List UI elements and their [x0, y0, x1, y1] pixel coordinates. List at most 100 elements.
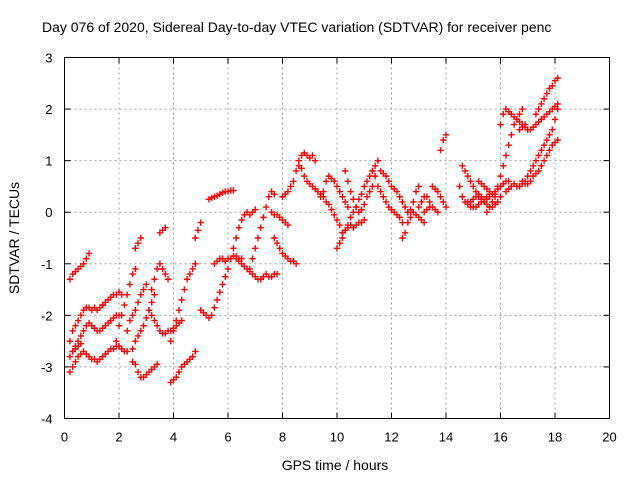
data-point	[371, 172, 379, 180]
data-point	[83, 255, 90, 262]
y-tick-label: -1	[41, 257, 53, 272]
data-point	[72, 322, 79, 329]
data-point	[222, 273, 229, 280]
data-point	[164, 276, 172, 283]
data-point	[385, 178, 392, 185]
data-point	[543, 90, 551, 97]
data-point	[80, 327, 87, 335]
data-point	[134, 299, 142, 306]
y-tick-label: 2	[45, 102, 52, 117]
data-point	[72, 358, 79, 365]
data-point	[459, 162, 466, 169]
data-point	[74, 317, 82, 324]
data-point	[366, 188, 373, 195]
series-tr06	[66, 340, 85, 360]
data-point	[132, 361, 139, 368]
data-point	[527, 167, 534, 175]
data-point	[230, 245, 237, 252]
data-point	[401, 229, 409, 237]
data-point	[126, 317, 134, 324]
series-tr16	[167, 348, 199, 386]
series-tr12	[132, 234, 144, 252]
x-tick-label: 20	[602, 430, 616, 445]
data-point	[352, 203, 360, 211]
data-point	[123, 348, 131, 355]
data-point	[549, 126, 556, 133]
data-point	[230, 187, 237, 194]
data-point	[516, 111, 523, 118]
y-tick-label: -4	[41, 412, 53, 427]
data-point	[538, 147, 545, 154]
data-point	[382, 198, 390, 206]
data-point	[371, 162, 379, 169]
data-point	[358, 190, 365, 198]
data-point	[540, 95, 548, 102]
data-point	[254, 234, 262, 242]
data-point	[538, 100, 545, 108]
data-point	[461, 167, 469, 175]
data-point	[77, 340, 85, 347]
data-point	[470, 183, 477, 190]
data-point	[66, 353, 74, 360]
y-tick-label: 0	[45, 205, 52, 220]
data-point	[415, 183, 422, 190]
series-tr10	[129, 358, 161, 381]
data-point	[123, 327, 131, 335]
data-point	[322, 178, 330, 185]
data-point	[434, 188, 442, 195]
data-point	[143, 314, 150, 322]
data-point	[287, 183, 294, 190]
data-point	[123, 291, 131, 298]
series-tr19	[197, 307, 213, 322]
data-point	[129, 270, 136, 278]
data-point	[257, 224, 264, 231]
data-point	[350, 209, 357, 216]
series-tr23	[227, 206, 259, 262]
data-point	[140, 286, 147, 293]
data-point	[121, 301, 128, 309]
data-point	[554, 74, 561, 82]
series-tr26	[257, 270, 281, 283]
series-tr47	[483, 105, 526, 216]
data-point	[235, 224, 243, 231]
data-point	[66, 337, 74, 345]
data-point	[361, 201, 368, 208]
data-point	[134, 368, 142, 376]
data-point	[538, 162, 545, 169]
series-tr40	[429, 183, 450, 211]
data-point	[532, 111, 540, 118]
data-point	[148, 299, 155, 306]
data-point	[500, 162, 507, 169]
data-point	[497, 121, 504, 128]
x-tick-label: 4	[170, 430, 177, 445]
data-point	[333, 216, 341, 224]
data-point	[336, 239, 343, 247]
data-point	[426, 203, 433, 211]
data-point	[181, 286, 188, 293]
data-point	[113, 337, 120, 345]
data-point	[546, 147, 553, 154]
data-point	[271, 190, 278, 198]
data-point	[423, 193, 431, 200]
series-tr11	[129, 291, 158, 353]
series-tr18	[192, 219, 204, 242]
data-point	[396, 193, 403, 200]
data-point	[134, 239, 142, 247]
data-point	[151, 291, 158, 298]
data-point	[363, 193, 371, 200]
data-point	[178, 296, 185, 304]
data-point	[459, 193, 466, 200]
data-point	[442, 131, 450, 139]
series-tr41	[437, 131, 450, 154]
data-point	[143, 281, 150, 288]
series-tr22	[211, 252, 245, 267]
data-point	[331, 211, 338, 218]
data-point	[535, 167, 542, 175]
data-point	[159, 265, 166, 273]
data-point	[290, 178, 297, 185]
data-point	[521, 121, 529, 128]
data-point	[132, 307, 139, 314]
y-tick-label: -2	[41, 308, 53, 323]
data-point	[532, 157, 540, 164]
data-point	[464, 198, 471, 206]
